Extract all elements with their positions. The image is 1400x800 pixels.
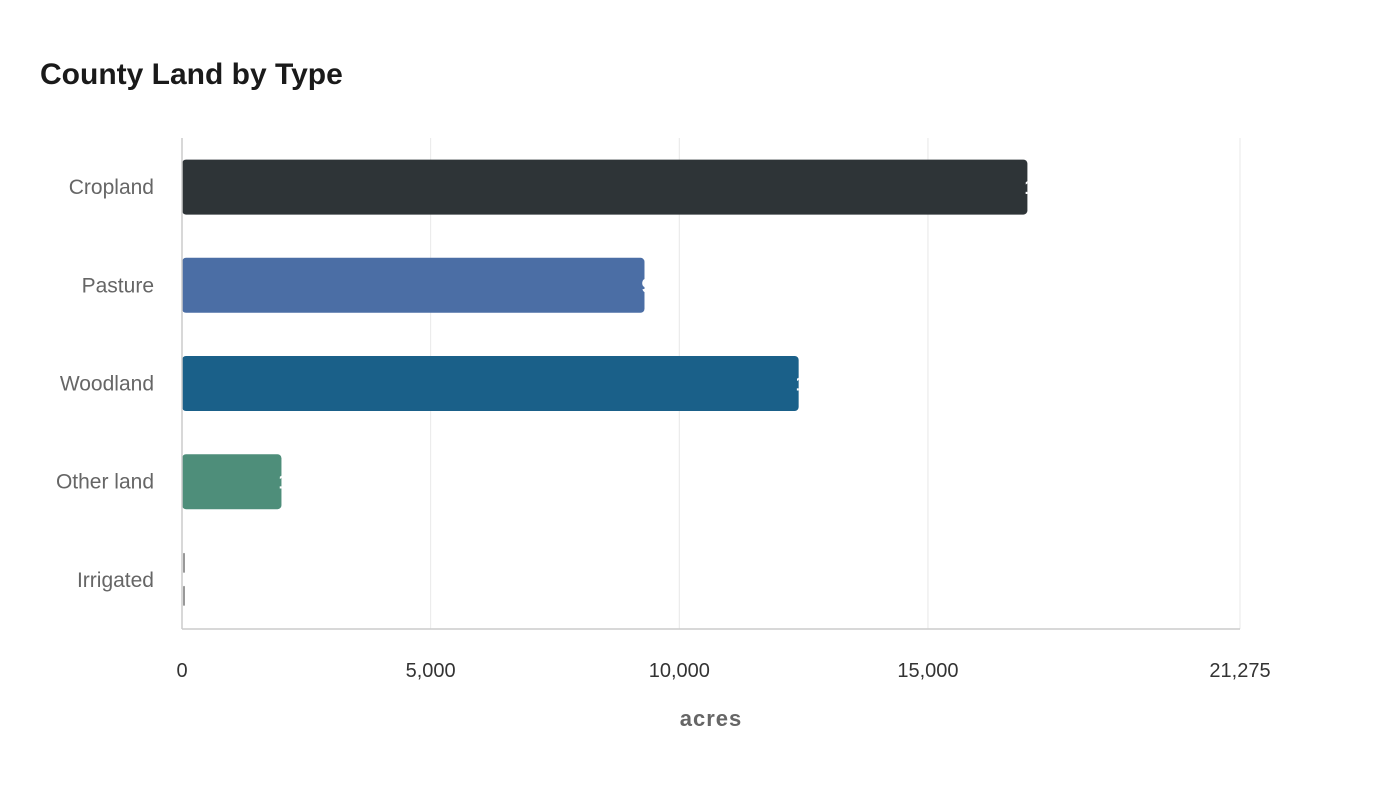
category-label: Cropland (69, 176, 154, 199)
bar-value-label: 1 (796, 374, 807, 396)
tick-labels: 0 5,000 10,000 15,000 21,275 (176, 660, 1270, 682)
chart-title: County Land by Type (40, 58, 343, 91)
bar (182, 257, 645, 313)
bar (182, 454, 282, 510)
x-tick-label: 15,000 (897, 660, 958, 682)
category-label: Pasture (82, 274, 154, 297)
bar-value-label: 9 (641, 275, 652, 297)
bar (182, 356, 799, 411)
bar-value-label: 1 (1024, 177, 1035, 199)
category-labels: Cropland Pasture Woodland Other land Irrigat… (56, 176, 154, 592)
axes (181, 138, 1240, 630)
bar-irrigated-upper (183, 552, 185, 573)
category-label: Woodland (60, 373, 154, 396)
x-tick-label: 21,275 (1209, 660, 1270, 682)
x-tick-label: 5,000 (406, 660, 456, 682)
category-label: Irrigated (77, 569, 154, 592)
category-label: Other land (56, 471, 154, 494)
bar-value-label: 1 (278, 472, 289, 494)
x-axis-title: acres (680, 706, 743, 731)
x-tick-label: 0 (176, 660, 187, 682)
x-tick-label: 10,000 (649, 660, 710, 682)
bar-irrigated-lower (183, 585, 185, 606)
bar (182, 159, 1028, 215)
